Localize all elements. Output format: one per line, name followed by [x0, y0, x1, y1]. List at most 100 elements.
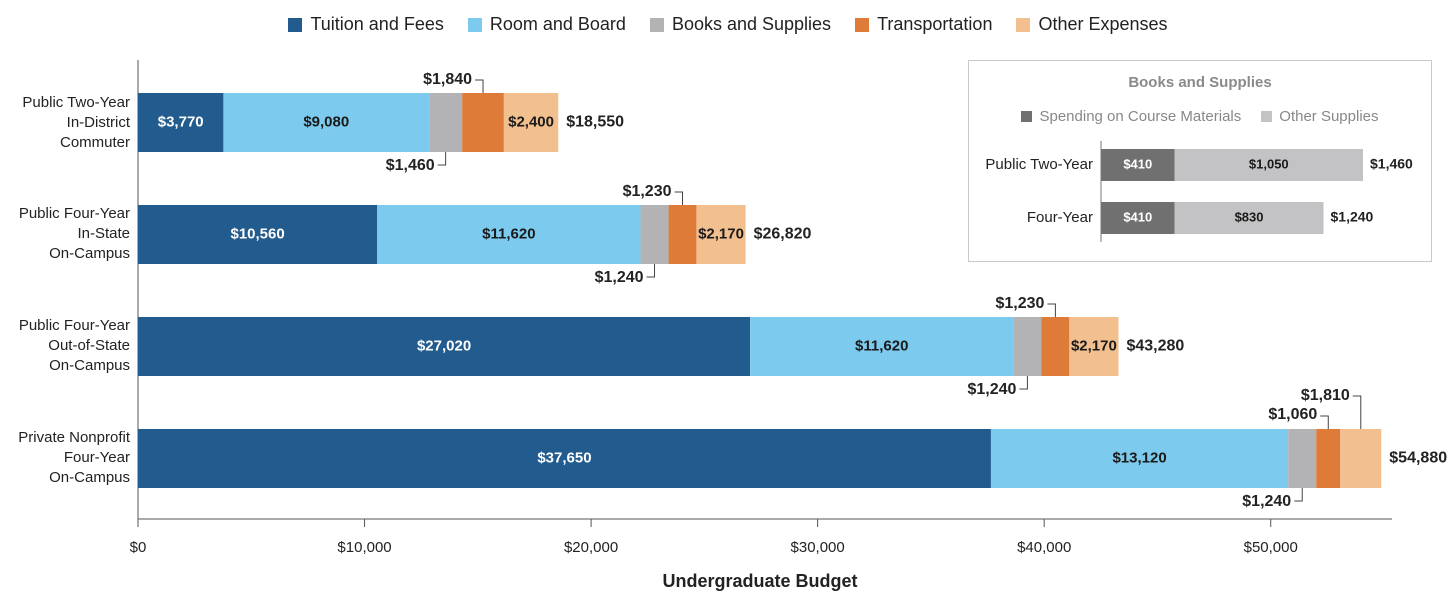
x-tick-label: $10,000: [337, 539, 391, 556]
legend-item-other: Other Expenses: [1016, 14, 1168, 35]
category-label-line: On-Campus: [49, 469, 130, 486]
chart-legend: Tuition and Fees Room and Board Books an…: [0, 14, 1456, 35]
total-label: $54,880: [1389, 450, 1447, 467]
legend-item-transportation: Transportation: [855, 14, 992, 35]
legend-swatch-transportation: [855, 17, 870, 32]
category-label-line: Four-Year: [63, 449, 130, 466]
category-label-1: Public Four-Year In-State On-Campus: [0, 204, 130, 264]
x-tick-label: $50,000: [1244, 539, 1298, 556]
data-label-transportation: $1,840: [423, 71, 472, 88]
category-label-line: On-Campus: [49, 357, 130, 374]
category-label-line: In-State: [77, 225, 130, 242]
category-label-0: Public Two-Year In-District Commuter: [0, 93, 130, 153]
inset-data-label-course: $410: [1123, 156, 1152, 171]
category-label-2: Public Four-Year Out-of-State On-Campus: [0, 316, 130, 376]
bar-segment-books: [640, 205, 669, 264]
inset-data-label-other: $830: [1235, 209, 1264, 224]
total-label: $26,820: [754, 226, 812, 243]
bar-segment-tuition: [138, 205, 378, 264]
inset-legend-swatch-course: [1021, 111, 1033, 122]
inset-bar-other-supplies: [1174, 149, 1363, 181]
x-axis-title: Undergraduate Budget: [662, 571, 858, 591]
inset-bar-other-supplies: [1174, 202, 1324, 234]
inset-category-label: Public Two-Year: [985, 156, 1093, 173]
data-label-transportation: $1,230: [623, 183, 672, 200]
legend-label-transportation: Transportation: [877, 14, 993, 34]
inset-bar-course-materials: [1101, 149, 1175, 181]
bar-segment-tuition: [138, 93, 224, 152]
data-label-other: $2,400: [508, 113, 554, 130]
inset-chart: [1101, 149, 1363, 234]
bar-segment-books: [429, 93, 463, 152]
bar-segment-transportation: [668, 205, 697, 264]
callout-leader-transportation: [1047, 303, 1056, 317]
category-label-line: On-Campus: [49, 245, 130, 262]
inset-legend-item-course: Spending on Course Materials: [1021, 108, 1241, 125]
inset-legend-swatch-other: [1261, 111, 1273, 122]
bar-segment-books: [1288, 429, 1317, 488]
callout-leader-books: [437, 152, 447, 166]
legend-swatch-room: [467, 17, 482, 32]
bar-segment-books: [1013, 317, 1042, 376]
bar-segment-room: [223, 93, 430, 152]
bar-segment-room: [750, 317, 1014, 376]
bar-segment-room: [990, 429, 1289, 488]
inset-total-label: $1,460: [1370, 156, 1413, 172]
inset-title: Books and Supplies: [1128, 74, 1272, 91]
category-label-line: Commuter: [59, 134, 130, 151]
callout-leader-transportation: [674, 191, 684, 205]
legend-item-tuition: Tuition and Fees: [288, 14, 444, 35]
legend-swatch-other: [1016, 17, 1031, 32]
category-label-line: In-District: [66, 114, 130, 131]
bar-segment-transportation: [462, 93, 504, 152]
callout-leader-books: [646, 264, 656, 278]
inset-category-label: Four-Year: [1027, 209, 1093, 226]
bar-segment-transportation: [1316, 429, 1341, 488]
legend-label-other: Other Expenses: [1038, 14, 1168, 34]
data-label-transportation: $1,230: [995, 295, 1044, 312]
callout-leader-books: [1019, 376, 1028, 390]
data-label-tuition: $37,650: [537, 449, 591, 466]
category-label-line: Public Two-Year: [22, 94, 130, 111]
category-label-line: Public Four-Year: [18, 205, 130, 222]
x-tick-label: $20,000: [564, 539, 618, 556]
data-label-other: $1,810: [1301, 387, 1350, 404]
x-tick-label: $0: [130, 539, 147, 556]
data-label-room: $13,120: [1112, 449, 1166, 466]
legend-swatch-tuition: [288, 17, 303, 32]
bar-segment-room: [377, 205, 641, 264]
x-tick-label: $40,000: [1017, 539, 1071, 556]
legend-label-room: Room and Board: [489, 14, 626, 34]
bar-segment-other: [1069, 317, 1119, 376]
inset-legend-item-other: Other Supplies: [1261, 108, 1379, 125]
bar-segment-other: [696, 205, 746, 264]
data-label-books: $1,460: [386, 157, 435, 174]
data-label-tuition: $10,560: [230, 225, 284, 242]
data-label-tuition: $27,020: [417, 337, 471, 354]
data-label-tuition: $3,770: [158, 113, 204, 130]
callout-leader-transportation: [475, 79, 484, 93]
legend-label-tuition: Tuition and Fees: [310, 14, 444, 34]
inset-data-label-course: $410: [1123, 209, 1152, 224]
category-label-line: Private Nonprofit: [18, 429, 130, 446]
legend-item-room: Room and Board: [467, 14, 626, 35]
data-label-books: $1,240: [1242, 493, 1291, 510]
data-label-books: $1,240: [595, 269, 644, 286]
data-label-room: $9,080: [303, 113, 349, 130]
inset-bar-course-materials: [1101, 202, 1175, 234]
legend-swatch-books: [649, 17, 664, 32]
inset-legend-label-course: Spending on Course Materials: [1039, 108, 1242, 125]
bar-segment-tuition: [138, 429, 991, 488]
callout-leader-books: [1294, 488, 1303, 502]
x-tick-label: $30,000: [791, 539, 845, 556]
bar-segment-tuition: [138, 317, 751, 376]
category-label-line: Out-of-State: [48, 337, 130, 354]
callout-leader-transportation: [1320, 415, 1329, 429]
category-label-3: Private Nonprofit Four-Year On-Campus: [0, 428, 130, 488]
data-label-transportation: $1,060: [1268, 406, 1317, 423]
data-label-room: $11,620: [855, 337, 908, 354]
inset-data-label-other: $1,050: [1249, 156, 1289, 171]
inset-legend-label-other: Other Supplies: [1279, 108, 1379, 125]
callout-leader-other: [1352, 395, 1362, 429]
